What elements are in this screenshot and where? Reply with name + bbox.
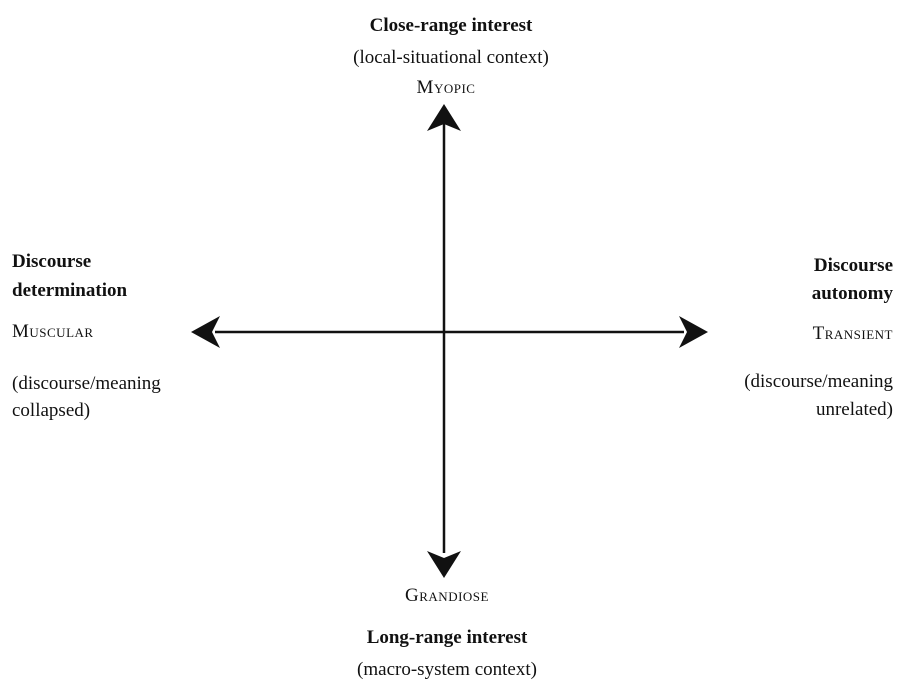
- right-title-line1: Discourse: [813, 255, 893, 276]
- arrow-up-icon: [427, 104, 461, 131]
- left-pole-label: Muscular: [12, 321, 94, 342]
- right-note-line1: (discourse/meaning: [744, 371, 893, 392]
- top-pole-label: Myopic: [416, 77, 476, 98]
- bottom-title: Long-range interest: [366, 627, 528, 648]
- left-title-line2: determination: [12, 280, 128, 301]
- arrow-right-icon: [679, 316, 708, 348]
- bottom-context: (macro-system context): [357, 659, 537, 680]
- right-pole-label: Transient: [812, 323, 893, 344]
- right-title-line2: autonomy: [811, 283, 893, 304]
- top-title: Close-range interest: [369, 15, 533, 36]
- arrow-left-icon: [191, 316, 220, 348]
- right-note-line2: unrelated): [815, 399, 893, 420]
- arrow-down-icon: [427, 551, 461, 578]
- bottom-pole-label: Grandiose: [405, 585, 489, 606]
- left-note-line1: (discourse/meaning: [12, 373, 161, 394]
- top-context: (local-situational context): [353, 47, 549, 68]
- left-title-line1: Discourse: [12, 251, 92, 272]
- left-note-line2: collapsed): [12, 400, 91, 421]
